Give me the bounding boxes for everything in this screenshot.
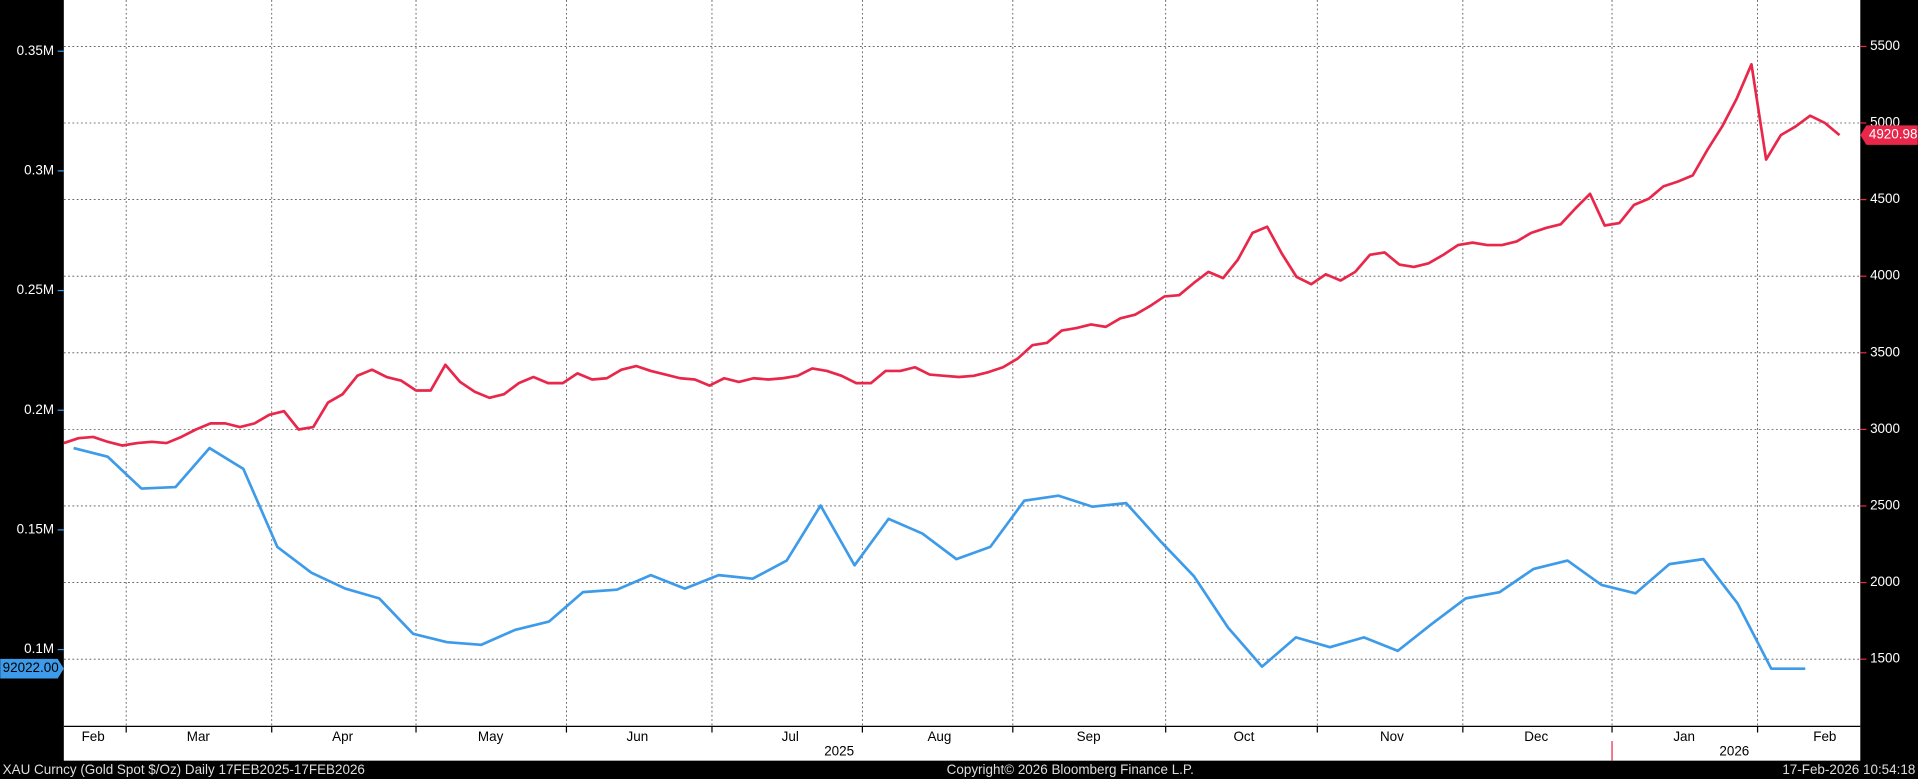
x-tick-label: Feb: [1813, 729, 1836, 744]
x-tick-label: Nov: [1380, 729, 1404, 744]
x-tick-label: May: [478, 729, 504, 744]
y2-tick-label: 4500: [1870, 191, 1900, 206]
footer-right: 17-Feb-2026 10:54:18: [1782, 762, 1915, 777]
x-tick-label: Jul: [782, 729, 799, 744]
footer-center: Copyright© 2026 Bloomberg Finance L.P.: [947, 762, 1194, 777]
x-tick-label: Feb: [82, 729, 105, 744]
x-tick-label: Sep: [1077, 729, 1101, 744]
y2-tick-label: 3500: [1870, 344, 1900, 359]
x-tick-label: Oct: [1233, 729, 1254, 744]
y-tick-label: 0.1M: [24, 641, 54, 656]
y-tick-label: 0.35M: [17, 43, 54, 58]
footer-left: XAU Curncy (Gold Spot $/Oz) Daily 17FEB2…: [3, 762, 365, 777]
y2-tick-label: 1500: [1870, 651, 1900, 666]
last-value-box: [1860, 125, 1918, 145]
y-tick-label: 0.3M: [24, 162, 54, 177]
x-tick-label: Jan: [1673, 729, 1695, 744]
y-tick-label: 0.25M: [17, 282, 54, 297]
year-label: 2026: [1719, 744, 1749, 759]
x-tick-label: Jun: [627, 729, 649, 744]
x-tick-label: Dec: [1524, 729, 1548, 744]
y2-tick-label: 2000: [1870, 574, 1900, 589]
x-tick-label: Mar: [187, 729, 211, 744]
x-tick-label: Aug: [927, 729, 951, 744]
last-value-label: 4920.98: [1869, 127, 1918, 142]
line-series: [63, 62, 1841, 447]
y2-tick-label: 4000: [1870, 268, 1900, 283]
y2-tick-label: 2500: [1870, 498, 1900, 513]
y2-tick-label: 3000: [1870, 421, 1900, 436]
last-value-label: 92022.00: [3, 660, 59, 675]
last-value-box: [0, 658, 64, 679]
year-label: 2025: [824, 744, 854, 759]
plot-area: [63, 0, 1861, 761]
x-tick-label: Apr: [332, 729, 353, 744]
y-tick-label: 0.15M: [17, 521, 54, 536]
y-tick-label: 0.2M: [24, 402, 54, 417]
line-series: [73, 446, 1806, 671]
y2-tick-label: 5500: [1870, 38, 1900, 53]
